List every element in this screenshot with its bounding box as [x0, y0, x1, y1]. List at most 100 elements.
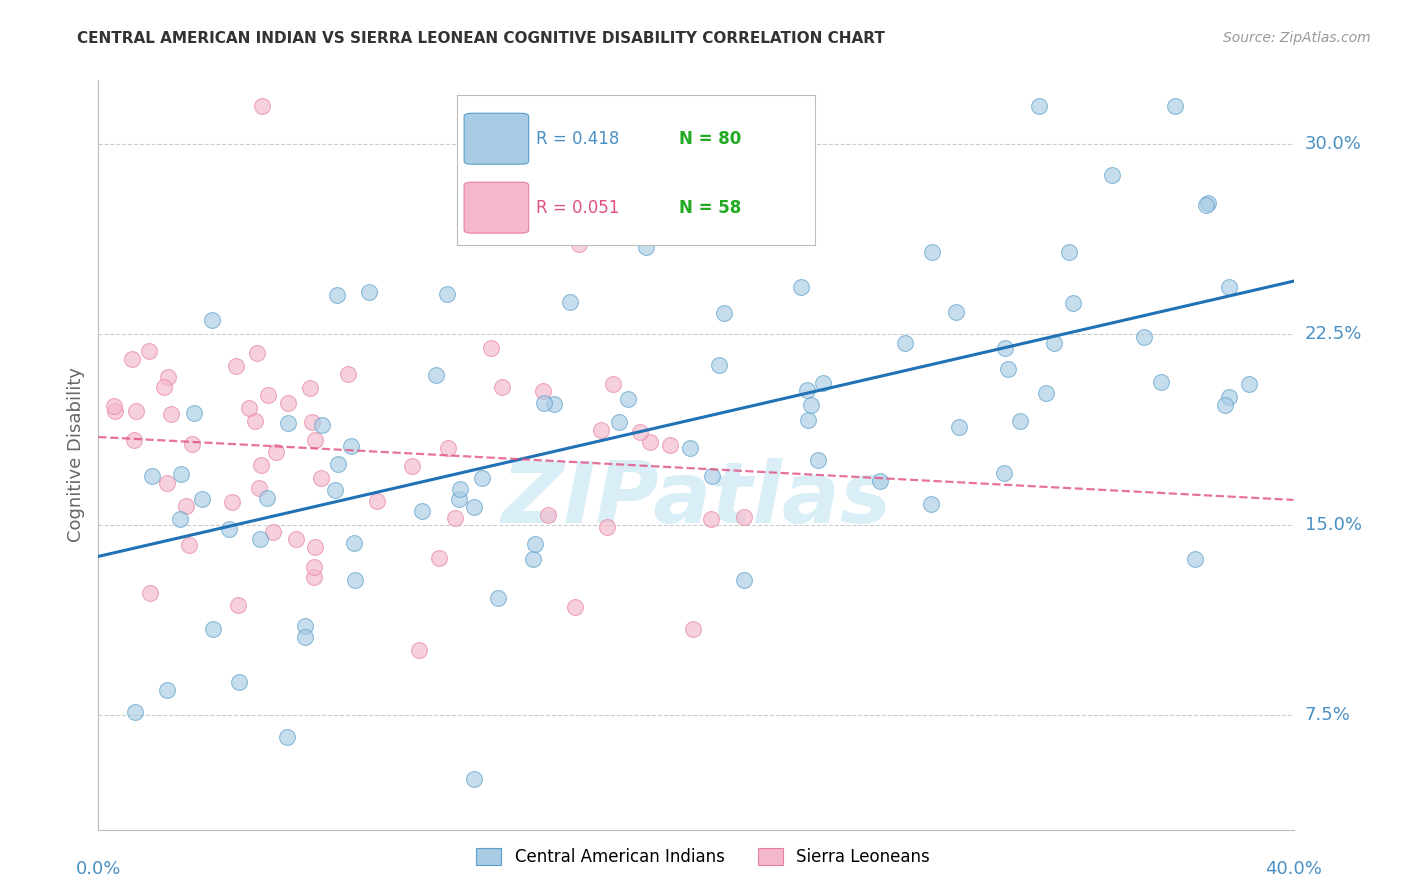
Point — [228, 675, 250, 690]
Point — [707, 358, 730, 372]
Point — [257, 388, 280, 402]
Point — [411, 504, 433, 518]
Point — [920, 497, 942, 511]
Point — [340, 439, 363, 453]
Point — [401, 458, 423, 473]
Point — [336, 367, 359, 381]
Point — [628, 425, 651, 439]
Point — [1150, 376, 1173, 390]
Point — [558, 295, 581, 310]
Point — [429, 551, 451, 566]
Text: 22.5%: 22.5% — [1305, 326, 1362, 343]
Point — [1028, 98, 1050, 112]
Point — [807, 453, 830, 467]
Point — [138, 586, 160, 600]
Point — [408, 643, 430, 657]
Point — [277, 416, 299, 430]
Point — [323, 483, 346, 497]
Point — [311, 418, 333, 433]
Point — [304, 560, 326, 574]
Point — [463, 772, 485, 786]
Text: 7.5%: 7.5% — [1305, 706, 1351, 724]
Point — [790, 280, 813, 294]
Point — [437, 441, 460, 455]
Point — [121, 351, 143, 366]
Point — [444, 510, 467, 524]
Point — [1057, 244, 1080, 259]
Text: CENTRAL AMERICAN INDIAN VS SIERRA LEONEAN COGNITIVE DISABILITY CORRELATION CHART: CENTRAL AMERICAN INDIAN VS SIERRA LEONEA… — [77, 31, 886, 46]
Point — [733, 573, 755, 587]
Point — [894, 335, 917, 350]
Point — [180, 437, 202, 451]
Point — [170, 467, 193, 482]
Point — [191, 491, 214, 506]
Point — [155, 475, 177, 490]
Point — [221, 494, 243, 508]
Text: 0.0%: 0.0% — [76, 860, 121, 878]
Point — [366, 494, 388, 508]
Point — [636, 240, 658, 254]
Point — [328, 457, 350, 471]
Point — [598, 219, 620, 234]
Point — [156, 682, 179, 697]
Point — [285, 532, 308, 546]
Point — [658, 438, 681, 452]
Point — [797, 413, 820, 427]
Point — [298, 381, 321, 395]
Point — [225, 359, 247, 374]
Point — [948, 420, 970, 434]
Y-axis label: Cognitive Disability: Cognitive Disability — [66, 368, 84, 542]
Point — [264, 445, 287, 459]
Point — [993, 466, 1015, 480]
Point — [1062, 296, 1084, 310]
Point — [994, 341, 1017, 355]
Point — [491, 380, 513, 394]
Point — [1184, 551, 1206, 566]
Point — [1213, 398, 1236, 412]
Point — [811, 376, 834, 391]
Point — [486, 591, 509, 605]
Point — [201, 312, 224, 326]
Point — [596, 520, 619, 534]
Point — [218, 522, 240, 536]
Point — [564, 599, 586, 614]
Point — [796, 383, 818, 397]
Point — [617, 392, 640, 406]
Point — [359, 285, 381, 299]
Point — [250, 458, 273, 472]
Point — [591, 423, 613, 437]
Point — [249, 532, 271, 546]
Point — [250, 98, 273, 112]
Point — [921, 244, 943, 259]
Point — [1194, 197, 1216, 211]
Point — [679, 441, 702, 455]
Point — [174, 500, 197, 514]
Point — [226, 598, 249, 612]
Text: ZIPatlas: ZIPatlas — [501, 458, 891, 541]
Point — [713, 305, 735, 319]
Point — [436, 286, 458, 301]
Point — [700, 469, 723, 483]
Point — [699, 512, 721, 526]
Point — [533, 396, 555, 410]
Point — [800, 398, 823, 412]
Text: 15.0%: 15.0% — [1305, 516, 1361, 533]
Point — [607, 415, 630, 429]
Point — [522, 552, 544, 566]
Point — [124, 705, 146, 719]
Point — [304, 433, 326, 447]
Point — [104, 404, 127, 418]
Point — [262, 525, 284, 540]
Point — [638, 434, 661, 449]
Point — [738, 171, 761, 186]
Point — [537, 508, 560, 522]
Point — [1008, 414, 1031, 428]
Point — [245, 414, 267, 428]
Point — [1035, 385, 1057, 400]
Point — [160, 407, 183, 421]
Text: 40.0%: 40.0% — [1265, 860, 1322, 878]
Point — [1164, 98, 1187, 112]
Point — [183, 406, 205, 420]
Point — [568, 237, 591, 252]
Point — [179, 538, 201, 552]
